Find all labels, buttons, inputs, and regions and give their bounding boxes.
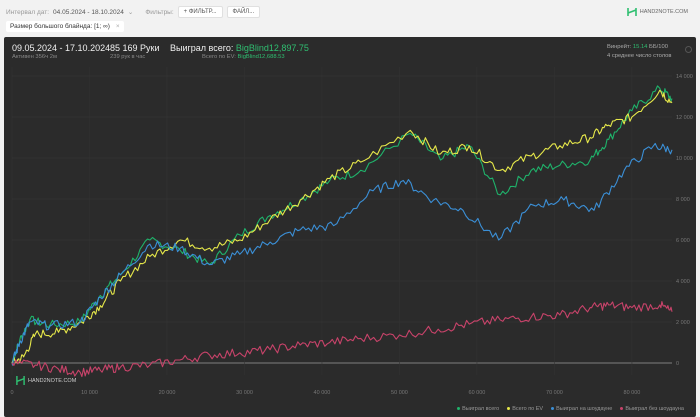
graph-panel: 09.05.2024 - 17.10.2024 Активен 356ч 2м … <box>4 37 696 417</box>
won-value: BigBlind12,897.75 <box>235 43 309 53</box>
ev-total: Всего по EV: BigBlind12,688.53 <box>202 54 285 60</box>
filter-chip[interactable]: Размер большого блайнда: [1; ∞) × <box>6 21 124 32</box>
x-tick-label: 60 000 <box>469 390 486 396</box>
y-tick-label: 14 000 <box>676 74 693 80</box>
winrate-label: Винрейт: <box>607 44 632 50</box>
winrate: Винрейт: 15.14 ББ/100 <box>607 44 668 50</box>
settings-icon[interactable] <box>685 46 692 53</box>
legend-item[interactable]: Всего по EV <box>507 406 543 412</box>
series-line <box>11 142 673 366</box>
date-interval-label: Интервал дат: <box>6 8 50 16</box>
close-icon[interactable]: × <box>115 23 120 30</box>
y-tick-label: 8 000 <box>676 197 690 203</box>
brand-text: HAND2NOTE.COM <box>639 9 688 15</box>
legend-item[interactable]: Выиграл всего <box>457 406 499 412</box>
add-filter-button[interactable]: + ФИЛЬТР... <box>177 6 223 18</box>
won-total: Выиграл всего: BigBlind12,897.75 <box>170 43 309 53</box>
x-tick-label: 70 000 <box>546 390 563 396</box>
chart-legend: Выиграл всего Всего по EV Выиграл на шоу… <box>457 406 684 412</box>
filter-bar: Интервал дат: 04.05.2024 - 18.10.2024 ⌄ … <box>6 5 261 19</box>
x-tick-label: 50 000 <box>391 390 408 396</box>
x-tick-label: 10 000 <box>81 390 98 396</box>
winrate-unit: ББ/100 <box>649 44 668 50</box>
chart-watermark: HAND2NOTE.COM <box>16 375 76 386</box>
y-tick-label: 2 000 <box>676 320 690 326</box>
x-tick-label: 30 000 <box>236 390 253 396</box>
brand-logo: HAND2NOTE.COM <box>626 7 688 17</box>
legend-item[interactable]: Выиграл без шоудауна <box>620 406 684 412</box>
ev-label: Всего по EV: <box>202 54 236 60</box>
x-tick-label: 40 000 <box>314 390 331 396</box>
x-tick-label: 20 000 <box>159 390 176 396</box>
ev-value: BigBlind12,688.53 <box>237 54 285 60</box>
x-tick-label: 80 000 <box>624 390 641 396</box>
chevron-down-icon[interactable]: ⌄ <box>127 9 134 16</box>
bankroll-chart: 0 2 000 4 000 6 000 8 000 10 000 12 000 14 000 0… <box>10 67 693 396</box>
winrate-value: 15.14 <box>632 44 648 50</box>
period: 09.05.2024 - 17.10.2024 <box>12 43 111 53</box>
hands-rate: 239 рук в час <box>110 54 146 60</box>
y-tick-label: 0 <box>676 361 679 367</box>
filter-chip-label: Размер большого блайнда: [1; ∞) <box>10 23 110 30</box>
series-line <box>11 85 673 364</box>
filters-label: Фильтры: <box>145 8 174 16</box>
legend-item[interactable]: Выиграл на шоудауне <box>551 406 612 412</box>
y-tick-label: 4 000 <box>676 279 690 285</box>
series-line <box>11 89 673 364</box>
date-interval-select[interactable]: 04.05.2024 - 18.10.2024 <box>53 8 124 16</box>
active-time: Активен 356ч 2м <box>12 54 57 60</box>
y-tick-label: 12 000 <box>676 115 693 121</box>
avg-tables: 4 среднее число столов <box>607 53 672 59</box>
y-tick-label: 6 000 <box>676 238 690 244</box>
x-tick-label: 0 <box>10 390 13 396</box>
series-line <box>11 301 673 378</box>
logo-icon <box>16 376 25 385</box>
file-button[interactable]: ФАЙЛ... <box>226 6 261 18</box>
hands-count: 85 169 Руки <box>110 43 160 53</box>
watermark-text: HAND2NOTE.COM <box>28 377 77 384</box>
y-tick-label: 10 000 <box>676 156 693 162</box>
won-label: Выиграл всего: <box>170 43 234 53</box>
logo-icon <box>626 8 637 16</box>
